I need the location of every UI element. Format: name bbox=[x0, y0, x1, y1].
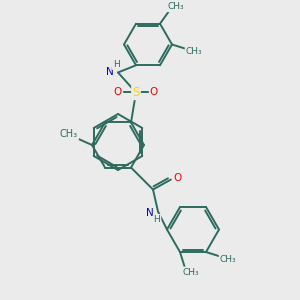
Text: CH₃: CH₃ bbox=[186, 47, 202, 56]
Text: H: H bbox=[112, 60, 119, 69]
Text: CH₃: CH₃ bbox=[183, 268, 199, 277]
Text: CH₃: CH₃ bbox=[60, 129, 78, 139]
Text: O: O bbox=[173, 172, 181, 182]
Text: CH₃: CH₃ bbox=[168, 2, 184, 11]
Text: O: O bbox=[114, 88, 122, 98]
Text: O: O bbox=[150, 88, 158, 98]
Text: N: N bbox=[106, 68, 114, 77]
Text: N: N bbox=[146, 208, 154, 218]
Text: H: H bbox=[154, 215, 160, 224]
Text: CH₃: CH₃ bbox=[220, 254, 236, 263]
Text: S: S bbox=[132, 86, 140, 99]
